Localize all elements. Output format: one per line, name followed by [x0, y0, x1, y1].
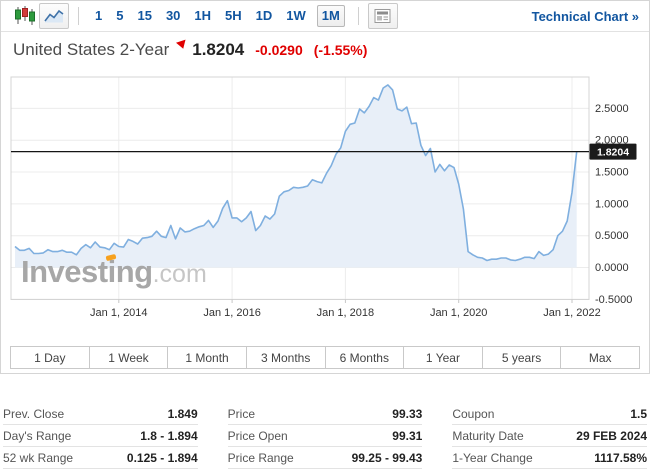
- table-value: 0.125 - 1.894: [126, 450, 198, 465]
- timeframe-button-5h[interactable]: 5H: [225, 8, 242, 23]
- range-button-6-months[interactable]: 6 Months: [324, 347, 404, 368]
- technical-chart-link[interactable]: Technical Chart »: [531, 8, 639, 24]
- table-row-price-range: Price Range 99.25 - 99.43: [227, 447, 423, 469]
- table-value: 1.849: [167, 406, 198, 421]
- x-axis-label: Jan 1, 2020: [430, 307, 488, 319]
- toolbar-divider: [78, 7, 79, 25]
- timeframe-group: 1 5 15 30 1H 5H 1D 1W 1M: [88, 5, 349, 27]
- x-axis-label: Jan 1, 2018: [317, 307, 375, 319]
- toolbar-divider: [357, 7, 359, 25]
- y-axis-label: 2.0000: [595, 135, 629, 147]
- y-axis-label: 2.5000: [595, 103, 629, 115]
- range-button-1-week[interactable]: 1 Week: [88, 347, 168, 368]
- table-row-price: Price 99.33: [227, 403, 423, 425]
- range-button-1-month[interactable]: 1 Month: [167, 347, 246, 368]
- range-button-1-day[interactable]: 1 Day: [34, 350, 66, 365]
- candlestick-chart-button[interactable]: [11, 4, 39, 28]
- candlestick-icon: [15, 6, 35, 25]
- price-chart: 1.8204 2.5000 2.0000 1.5000 1.0000 0.5000 0.00…: [10, 76, 637, 319]
- table-value: 99.25 - 99.43: [351, 450, 423, 465]
- table-row-maturity-date: Maturity Date 29 FEB 2024: [452, 425, 647, 447]
- timeframe-button-1h[interactable]: 1H: [194, 8, 212, 23]
- table-label: Coupon: [452, 406, 495, 421]
- table-value: 1117.58%: [594, 450, 647, 465]
- table-column: Prev. Close 1.849 Day's Range 1.8 - 1.894 52…: [3, 403, 198, 469]
- table-label: Price: [227, 406, 255, 421]
- table-label: 52 wk Range: [3, 450, 74, 465]
- table-column: Coupon 1.5 Maturity Date 29 FEB 2024 1-Year …: [452, 403, 647, 469]
- table-label: Maturity Date: [452, 428, 524, 443]
- last-price: 1.8204: [192, 40, 245, 59]
- table-value: 99.31: [392, 428, 423, 443]
- table-label: Price Open: [227, 428, 288, 443]
- x-axis-label: Jan 1, 2014: [90, 307, 148, 319]
- range-button-1-year[interactable]: 1 Year: [403, 347, 482, 368]
- y-axis-label: 0.0000: [595, 262, 629, 274]
- table-row-1-year-change: 1-Year Change 1117.58%: [452, 447, 647, 469]
- plot-border: [10, 76, 590, 300]
- range-button-5-years[interactable]: 5 years: [481, 347, 561, 368]
- y-axis-label: 1.0000: [595, 198, 629, 210]
- chart-area[interactable]: 1.8204 2.5000 2.0000 1.5000 1.0000 0.5000 0.00…: [1, 66, 649, 324]
- price-change: -0.0290: [255, 42, 303, 58]
- timeframe-button-15[interactable]: 15: [137, 8, 152, 23]
- table-row-coupon: Coupon 1.5: [452, 403, 647, 425]
- news-panel-button[interactable]: [367, 3, 398, 29]
- table-value: 99.33: [392, 406, 423, 421]
- table-value: 1.8 - 1.894: [140, 428, 198, 443]
- x-axis-label: Jan 1, 2016: [203, 307, 261, 319]
- chart-widget: 1 5 15 30 1H 5H 1D 1W 1M Technical Chart » Unite…: [0, 0, 650, 374]
- instrument-header: United States 2-Year 1.8204 -0.0290 (-1.…: [1, 32, 649, 65]
- table-label: 1-Year Change: [452, 450, 533, 465]
- table-label: Day's Range: [3, 428, 72, 443]
- price-down-arrow-icon: [176, 39, 189, 51]
- range-button-3-months[interactable]: 3 Months: [245, 347, 325, 368]
- table-column: Price 99.33 Price Open 99.31 Price Range 99.2…: [227, 403, 423, 469]
- timeframe-button-1[interactable]: 1: [95, 8, 103, 23]
- table-value: 1.5: [630, 406, 647, 421]
- quote-summary-table: Prev. Close 1.849 Day's Range 1.8 - 1.894 52…: [0, 403, 650, 469]
- chart-toolbar: 1 5 15 30 1H 5H 1D 1W 1M Technical Chart »: [1, 1, 649, 32]
- table-value: 29 FEB 2024: [576, 428, 647, 443]
- x-axis-label: Jan 1, 2022: [543, 307, 601, 319]
- timeframe-button-5[interactable]: 5: [116, 8, 124, 23]
- price-tag-label: 1.8204: [597, 146, 629, 158]
- range-selector: 1 Day 1 Week 1 Month 3 Months 6 Months 1 Year…: [10, 346, 640, 369]
- y-axis-label: 0.5000: [595, 230, 629, 242]
- line-chart-icon: [44, 9, 64, 22]
- timeframe-button-1w[interactable]: 1W: [286, 8, 306, 23]
- timeframe-button-30[interactable]: 30: [165, 8, 181, 23]
- area-series: [15, 84, 577, 268]
- newspaper-icon: [374, 8, 391, 23]
- range-button-max[interactable]: Max: [560, 347, 639, 368]
- timeframe-button-1m[interactable]: 1M: [316, 5, 345, 27]
- price-tag: [589, 143, 637, 160]
- price-change-percent: (-1.55%): [313, 42, 368, 58]
- y-axis-label: 1.5000: [595, 167, 629, 179]
- line-series: [14, 84, 578, 262]
- table-label: Price Range: [227, 450, 294, 465]
- y-axis-label: -0.5000: [595, 294, 632, 306]
- line-chart-button[interactable]: [39, 3, 69, 29]
- table-row-52-wk-range: 52 wk Range 0.125 - 1.894: [3, 447, 198, 469]
- table-label: Prev. Close: [3, 406, 65, 421]
- timeframe-button-1d[interactable]: 1D: [255, 8, 273, 23]
- table-row-price-open: Price Open 99.31: [227, 425, 423, 447]
- table-row-day-s-range: Day's Range 1.8 - 1.894: [3, 425, 198, 447]
- table-row-prev-close: Prev. Close 1.849: [3, 403, 198, 425]
- instrument-title: United States 2-Year: [13, 40, 170, 59]
